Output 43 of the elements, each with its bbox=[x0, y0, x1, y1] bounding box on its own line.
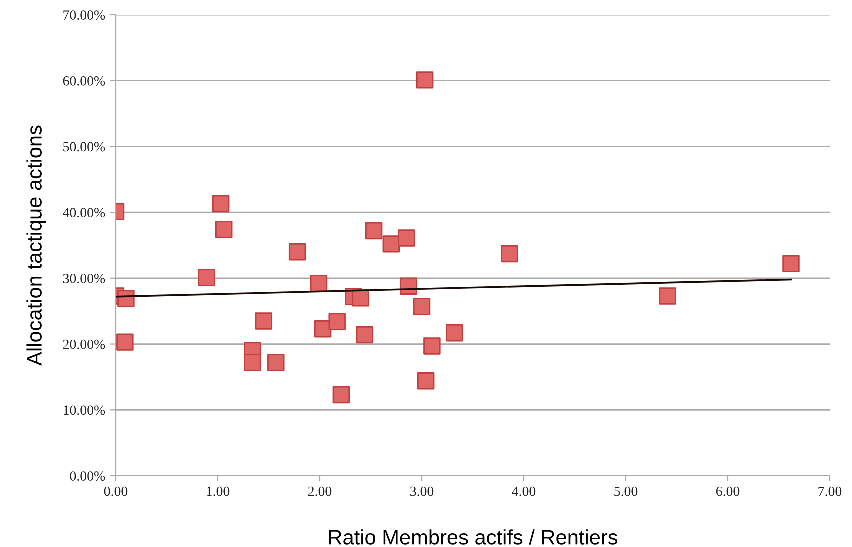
point bbox=[288, 243, 306, 261]
y-tick-label: 10.00% bbox=[64, 406, 106, 416]
x-tick-label: 0.00 bbox=[104, 486, 128, 496]
x-tick-label: 4.00 bbox=[512, 486, 536, 496]
x-tick-label: 5.00 bbox=[614, 486, 638, 496]
point bbox=[212, 195, 230, 213]
x-tick-label: 1.00 bbox=[207, 486, 230, 496]
point bbox=[116, 334, 134, 351]
point bbox=[198, 269, 216, 286]
x-axis-title: Ratio Membres actifs / Rentiers bbox=[329, 530, 618, 545]
point bbox=[244, 354, 262, 372]
point bbox=[413, 298, 431, 316]
point bbox=[365, 222, 383, 240]
x-tick-label: 7.00 bbox=[818, 486, 842, 496]
y-tick-label: 70.00% bbox=[64, 10, 106, 20]
point bbox=[501, 245, 518, 263]
point bbox=[328, 313, 346, 331]
point bbox=[332, 386, 350, 404]
point bbox=[424, 338, 441, 355]
x-tick-label: 2.00 bbox=[308, 486, 332, 496]
point bbox=[216, 221, 233, 238]
point bbox=[255, 312, 273, 330]
point bbox=[310, 275, 328, 292]
point bbox=[446, 324, 464, 342]
point bbox=[382, 236, 400, 253]
y-tick-label: 60.00% bbox=[63, 76, 106, 86]
point bbox=[398, 230, 416, 247]
point bbox=[416, 72, 434, 89]
point bbox=[782, 255, 800, 273]
point bbox=[314, 320, 332, 338]
point bbox=[356, 326, 374, 344]
x-tick-label: 6.00 bbox=[716, 486, 740, 496]
x-tick-label: 3.00 bbox=[410, 486, 434, 496]
y-tick-label: 50.00% bbox=[64, 142, 106, 152]
point bbox=[352, 290, 370, 307]
point bbox=[659, 288, 676, 305]
y-axis-title: Allocation tactique actions bbox=[26, 126, 46, 366]
point bbox=[417, 372, 435, 390]
point bbox=[268, 354, 285, 372]
y-tick-label: 0.00% bbox=[70, 472, 106, 482]
y-tick-label: 30.00% bbox=[63, 274, 106, 284]
y-tick-label: 20.00% bbox=[63, 340, 106, 350]
y-tick-label: 40.00% bbox=[63, 208, 106, 218]
